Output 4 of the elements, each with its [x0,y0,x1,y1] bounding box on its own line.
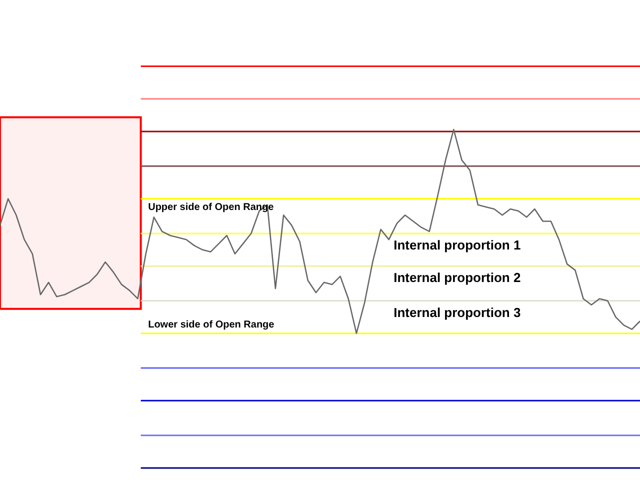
ref-line-label: Internal proportion 3 [394,304,521,320]
ref-line-label: Lower side of Open Range [148,319,275,330]
ref-line-label: Internal proportion 1 [394,237,521,252]
ref-line-label: Internal proportion 2 [394,270,521,286]
